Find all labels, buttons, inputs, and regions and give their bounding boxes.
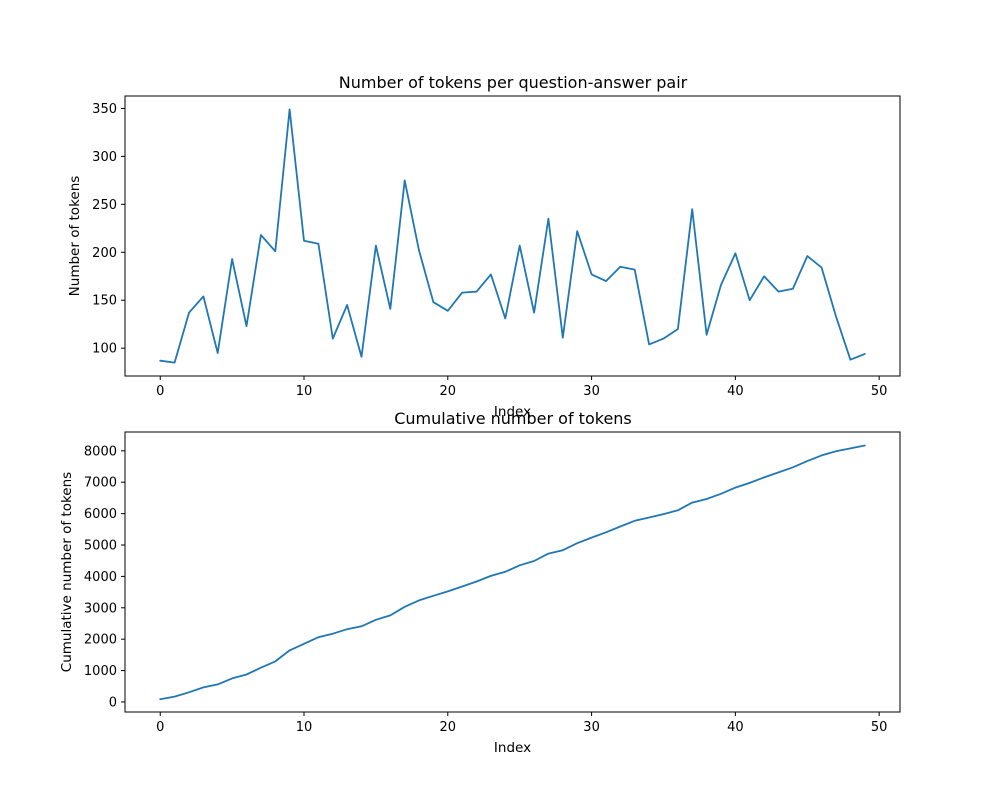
tokens-per-pair-chart: Number of tokens per question-answer pai… xyxy=(67,73,901,420)
y-axis-label: Cumulative number of tokens xyxy=(59,472,75,672)
y-tick-label: 1000 xyxy=(84,664,117,679)
x-tick-label: 20 xyxy=(440,384,457,399)
y-tick-label: 200 xyxy=(92,246,117,261)
x-tick-label: 30 xyxy=(583,720,600,735)
x-tick-label: 0 xyxy=(156,384,164,399)
x-tick-label: 40 xyxy=(727,384,744,399)
y-tick-label: 100 xyxy=(92,342,117,357)
y-axis-label: Number of tokens xyxy=(67,176,83,297)
series-line xyxy=(159,108,866,364)
y-tick-label: 4000 xyxy=(84,570,117,585)
axes-frame xyxy=(124,431,901,713)
x-axis-label: Index xyxy=(494,740,531,756)
y-tick-label: 7000 xyxy=(84,476,117,491)
y-tick-label: 250 xyxy=(92,198,117,213)
x-tick-label: 40 xyxy=(727,720,744,735)
y-tick-label: 0 xyxy=(109,695,117,710)
y-tick-label: 2000 xyxy=(84,633,117,648)
axis-ticks: 0 10 20 30 40 50 100 150 200 250 300 350 xyxy=(92,102,887,399)
x-tick-label: 0 xyxy=(156,720,164,735)
y-tick-label: 350 xyxy=(92,102,117,117)
axes-frame xyxy=(124,95,901,377)
chart-title: Number of tokens per question-answer pai… xyxy=(339,73,688,92)
y-tick-label: 6000 xyxy=(84,507,117,522)
x-tick-label: 20 xyxy=(440,720,457,735)
y-tick-label: 8000 xyxy=(84,444,117,459)
x-tick-label: 30 xyxy=(583,384,600,399)
y-tick-label: 3000 xyxy=(84,601,117,616)
x-tick-label: 50 xyxy=(871,384,888,399)
x-tick-label: 50 xyxy=(871,720,888,735)
axis-ticks: 0 10 20 30 40 50 0 1000 2000 3000 4000 5000 6000 7000… xyxy=(84,444,888,735)
x-tick-label: 10 xyxy=(296,384,313,399)
y-tick-label: 5000 xyxy=(84,539,117,554)
x-axis-label: Index xyxy=(494,404,531,420)
x-tick-label: 10 xyxy=(296,720,313,735)
series-line xyxy=(159,444,866,701)
y-tick-label: 150 xyxy=(92,294,117,309)
chart-title: Cumulative number of tokens xyxy=(394,409,632,428)
cumulative-tokens-chart: Cumulative number of tokens 0 10 20 30 40 500… xyxy=(59,409,901,756)
y-tick-label: 300 xyxy=(92,150,117,165)
